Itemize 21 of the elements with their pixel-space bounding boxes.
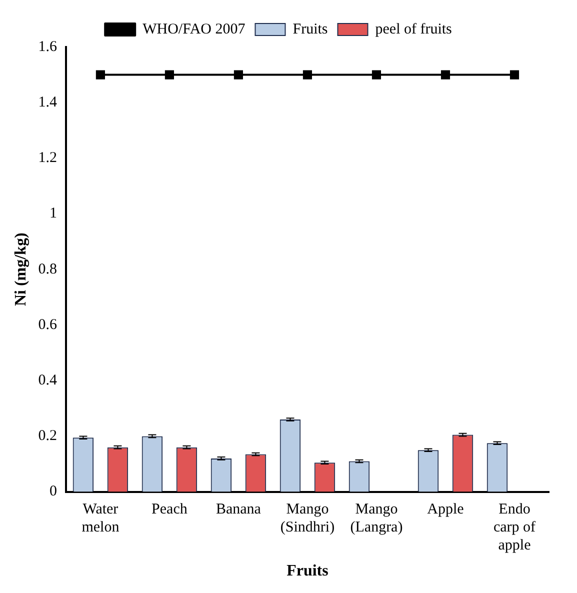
y-tick-label: 0.4	[38, 372, 58, 389]
x-tick-label: Endo carp of apple	[493, 502, 536, 554]
y-tick-label: 0.6	[38, 316, 58, 333]
x-tick-label: Water melon	[82, 502, 120, 536]
y-tick-label: 1.4	[38, 94, 58, 111]
y-tick-label: 0.8	[38, 261, 57, 278]
legend-label: WHO/FAO 2007	[142, 21, 246, 38]
x-tick-label: Mango (Langra)	[350, 502, 403, 536]
x-tick-label: Banana	[216, 502, 262, 518]
legend-label: Fruits	[292, 21, 328, 38]
y-tick-label: 1.2	[38, 150, 57, 166]
x-tick-label: Mango (Sindhri)	[280, 502, 335, 536]
x-tick-label: Apple	[427, 502, 464, 518]
x-tick-label: Peach	[152, 502, 188, 518]
y-tick-label: 1.6	[38, 38, 58, 55]
y-tick-label: 0.2	[38, 428, 57, 444]
y-tick-label: 0	[49, 484, 57, 500]
y-axis-title: Ni (mg/kg)	[12, 232, 30, 306]
x-axis-title: Fruits	[286, 562, 328, 580]
legend-label: peel of fruits	[375, 21, 452, 38]
y-tick-label: 1	[49, 206, 57, 222]
